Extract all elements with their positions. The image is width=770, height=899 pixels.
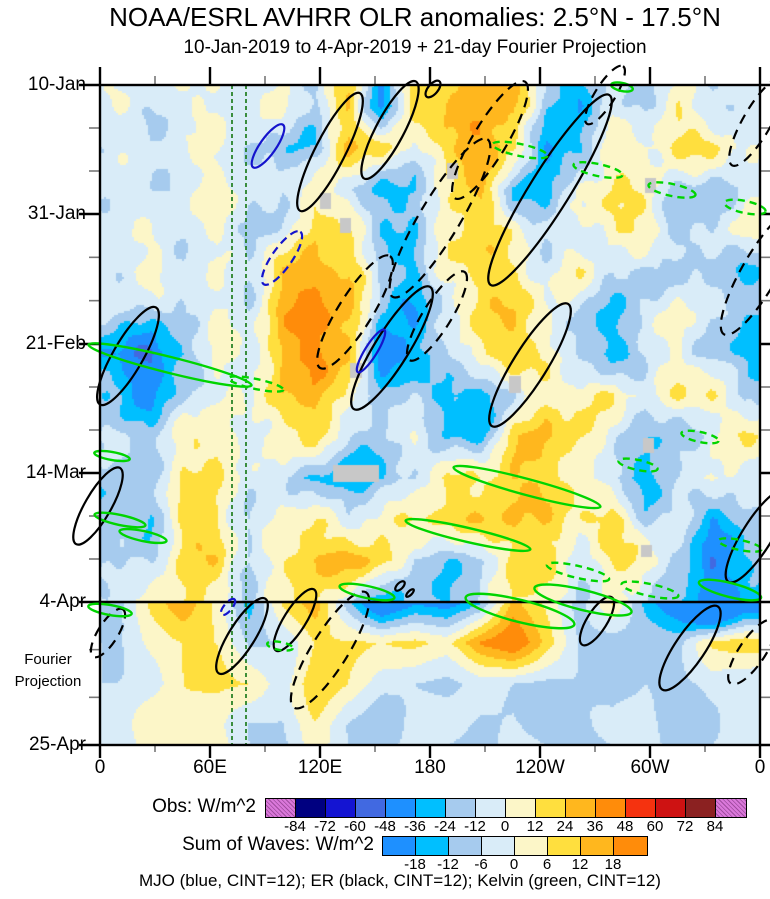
- colorbar-segment: [716, 799, 746, 817]
- page-subtitle: 10-Jan-2019 to 4-Apr-2019 + 21-day Fouri…: [183, 37, 647, 58]
- colorbar-segment: [356, 799, 386, 817]
- colorbar-tick-label: 84: [706, 818, 724, 835]
- colorbar-segment: [296, 799, 326, 817]
- x-tick-label: 0: [754, 757, 766, 778]
- colorbar-tick-label: 48: [616, 818, 634, 835]
- colorbar-segment: [566, 799, 596, 817]
- colorbar-tick-label: 0: [509, 856, 519, 873]
- colorbar-tick-label: -6: [474, 856, 488, 873]
- fourier-projection-label-line2: Projection: [14, 673, 82, 690]
- y-tick-label: 4-Apr: [39, 591, 86, 612]
- colorbar-segment: [416, 837, 449, 855]
- colorbar-segment: [386, 799, 416, 817]
- colorbar-tick-label: 12: [571, 856, 589, 873]
- y-tick-label: 25-Apr: [28, 734, 86, 755]
- colorbar-segment: [383, 837, 416, 855]
- colorbar-segment: [581, 837, 614, 855]
- colorbar-segment: [482, 837, 515, 855]
- x-tick-label: 180: [414, 757, 446, 778]
- fourier-projection-label-line1: Fourier: [24, 651, 72, 668]
- colorbar-label: Obs: W/m^2: [152, 796, 256, 817]
- colorbar-segment: [515, 837, 548, 855]
- colorbar-segment: [548, 837, 581, 855]
- x-tick-label: 0: [94, 757, 106, 778]
- contour-legend-caption: MJO (blue, CINT=12); ER (black, CINT=12)…: [139, 871, 661, 890]
- colorbar-segment: [686, 799, 716, 817]
- y-tick-label: 21-Feb: [25, 333, 86, 354]
- colorbar-tick-label: 36: [586, 818, 604, 835]
- colorbar-tick-label: -60: [344, 818, 366, 835]
- y-tick-label: 14-Mar: [25, 462, 86, 483]
- colorbar-tick-label: 0: [500, 818, 510, 835]
- colorbar-segment: [596, 799, 626, 817]
- x-tick-label: 60W: [630, 757, 670, 778]
- colorbar-segment: [506, 799, 536, 817]
- colorbar-tick-label: -12: [464, 818, 486, 835]
- colorbar-segment: [266, 799, 296, 817]
- x-tick-label: 120W: [515, 757, 565, 778]
- colorbar-tick-label: -72: [314, 818, 336, 835]
- page-title: NOAA/ESRL AVHRR OLR anomalies: 2.5°N - 1…: [109, 2, 721, 32]
- colorbar-tick-label: -12: [437, 856, 459, 873]
- y-tick-label: 31-Jan: [27, 203, 86, 224]
- colorbar-tick-label: -24: [434, 818, 456, 835]
- colorbar-tick-label: 60: [646, 818, 664, 835]
- fourier-projection-label: Fourier Projection: [2, 649, 94, 693]
- colorbar-segment: [416, 799, 446, 817]
- colorbar-segment: [326, 799, 356, 817]
- colorbar-segment: [614, 837, 647, 855]
- colorbar-tick-label: -48: [374, 818, 396, 835]
- colorbar-segment: [446, 799, 476, 817]
- sum-of-waves-colorbar: [382, 836, 648, 856]
- colorbar-label: Sum of Waves: W/m^2: [182, 834, 374, 855]
- colorbar-segment: [536, 799, 566, 817]
- y-tick-label: 10-Jan: [27, 74, 86, 95]
- colorbar-segment: [656, 799, 686, 817]
- colorbar-tick-label: 6: [542, 856, 552, 873]
- colorbar-segment: [476, 799, 506, 817]
- colorbar-tick-label: -18: [404, 856, 426, 873]
- colorbar-segment: [626, 799, 656, 817]
- colorbar-tick-label: 24: [556, 818, 574, 835]
- obs-colorbar: [265, 798, 747, 818]
- colorbar-tick-label: 12: [526, 818, 544, 835]
- colorbar-tick-label: -84: [284, 818, 306, 835]
- x-tick-label: 60E: [193, 757, 227, 778]
- colorbar-tick-label: 18: [604, 856, 622, 873]
- olr-anomaly-heatmap: [100, 85, 760, 745]
- colorbar-tick-label: -36: [404, 818, 426, 835]
- colorbar-tick-label: 72: [676, 818, 694, 835]
- colorbar-segment: [449, 837, 482, 855]
- x-tick-label: 120E: [297, 757, 343, 778]
